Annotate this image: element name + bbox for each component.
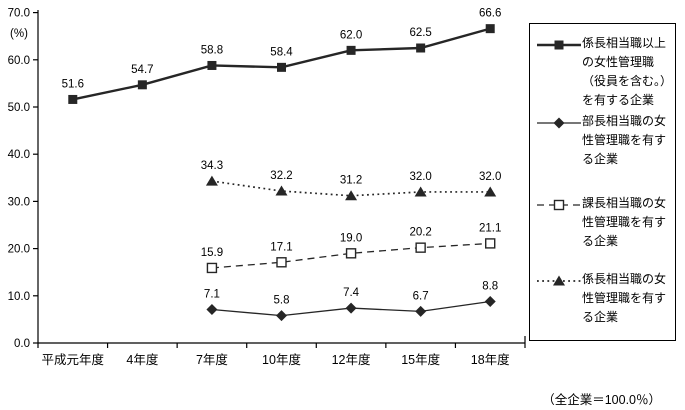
data-label: 51.6	[62, 78, 84, 90]
data-label: 32.0	[479, 171, 501, 183]
x-tick-label: 15年度	[401, 352, 440, 367]
legend-item-label: 課長相当職の女性管理職を有する企業	[582, 196, 667, 248]
legend-item: 係長相当職以上の女性管理職（役員を含む。）を有する企業	[536, 34, 676, 110]
y-tick-label: 0.0	[14, 338, 30, 350]
data-label: 7.1	[204, 288, 220, 300]
legend-item: 部長相当職の女性管理職を有する企業	[536, 112, 676, 169]
data-label: 66.6	[479, 8, 501, 20]
x-axis: 平成元年度 4年度 7年度 10年度 12年度 15年度 18年度	[37, 336, 526, 367]
y-tick-label: 50.0	[8, 102, 30, 114]
series-0: 51.6 54.7 58.8 58.4 62.0 62.5 66.6	[62, 8, 501, 104]
chart-note: （全企業＝100.0％）	[542, 393, 661, 407]
data-label: 17.1	[270, 241, 292, 253]
x-tick-label: 平成元年度	[42, 352, 105, 367]
legend-item: 課長相当職の女性管理職を有する企業	[536, 194, 676, 251]
y-axis-unit-label: (%)	[10, 28, 28, 40]
series-line	[211, 242, 491, 269]
data-label: 54.7	[131, 64, 153, 76]
data-label: 6.7	[413, 290, 429, 302]
x-tick-label: 18年度	[471, 352, 510, 367]
data-label: 31.2	[340, 175, 362, 187]
data-label: 58.8	[201, 44, 223, 56]
data-label: 7.4	[343, 287, 360, 299]
series-3: 34.3 32.2 31.2 32.0 32.0	[201, 160, 501, 201]
x-tick-label: 4年度	[126, 352, 158, 367]
y-tick-label: 40.0	[8, 149, 30, 161]
legend-item-label: 係長相当職以上の女性管理職（役員を含む。）を有する企業	[582, 36, 673, 107]
data-label: 62.5	[409, 27, 431, 39]
y-tick-label: 30.0	[8, 196, 30, 208]
y-tick-label: 60.0	[8, 55, 30, 67]
data-label: 32.0	[409, 171, 431, 183]
data-label: 58.4	[270, 46, 293, 58]
legend-item-label: 部長相当職の女性管理職を有する企業	[582, 114, 667, 166]
y-tick-label: 10.0	[8, 291, 30, 303]
legend-filled-diamond-icon	[537, 117, 581, 129]
x-tick-label: 7年度	[196, 352, 228, 367]
y-axis: 0.0 10.0 20.0 30.0 40.0 50.0 60.0 70.0 (%)	[8, 8, 39, 350]
data-label: 19.0	[340, 232, 362, 244]
data-label: 21.1	[479, 222, 501, 234]
x-tick-label: 10年度	[262, 352, 301, 367]
legend-item-label: 係長相当職の女性管理職を有する企業	[582, 272, 667, 324]
chart-legend: 係長相当職以上の女性管理職（役員を含む。）を有する企業部長相当職の女性管理職を有…	[529, 23, 676, 341]
y-tick-label: 70.0	[8, 8, 30, 20]
data-label: 20.2	[409, 227, 431, 239]
data-label: 62.0	[340, 29, 362, 41]
legend-open-square-icon	[537, 199, 581, 211]
data-label: 8.8	[482, 280, 498, 292]
y-tick-label: 20.0	[8, 244, 30, 256]
data-label: 15.9	[201, 247, 223, 259]
legend-filled-square-icon	[537, 40, 581, 50]
legend-filled-triangle-icon	[537, 275, 581, 286]
series-2: 15.9 17.1 19.0 20.2 21.1	[201, 222, 501, 274]
series-line	[211, 180, 491, 197]
data-label: 5.8	[274, 295, 290, 307]
x-tick-label: 12年度	[332, 352, 371, 367]
data-label: 32.2	[270, 170, 292, 182]
legend-item: 係長相当職の女性管理職を有する企業	[536, 270, 676, 327]
series-1: 7.1 5.8 7.4 6.7 8.8	[204, 280, 498, 322]
data-label: 34.3	[201, 160, 223, 172]
